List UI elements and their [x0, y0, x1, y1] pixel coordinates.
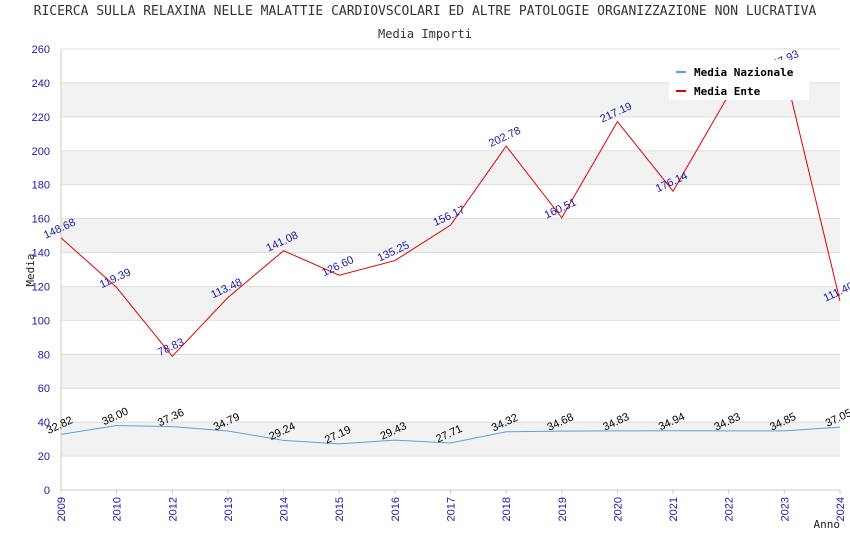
plot-background-bands	[61, 82, 840, 457]
y-axis-label: Media	[24, 253, 37, 286]
x-tick-label: 2020	[612, 497, 624, 521]
legend-label: Media Ente	[694, 85, 761, 98]
background-band	[61, 218, 840, 253]
x-tick-labels: 2009 2010 2012 2013 2014 2015 2016 2017 2018 2019…	[56, 497, 847, 521]
y-tick-label: 120	[32, 281, 50, 293]
y-tick-label: 220	[32, 112, 50, 124]
x-tick-label: 2013	[223, 497, 235, 521]
x-tick-label: 2022	[724, 497, 736, 521]
data-label: 202.78	[487, 125, 523, 150]
x-tick-label: 2021	[668, 497, 680, 521]
x-tick-label: 2014	[279, 497, 291, 521]
x-tick-label: 2023	[779, 497, 791, 521]
y-tick-label: 240	[32, 78, 50, 90]
y-tick-label: 140	[32, 248, 50, 260]
y-tick-labels: 0 20 40 60 80 100 120 140 160 180 200 220 240 260	[32, 44, 50, 497]
background-band	[61, 150, 840, 185]
axes	[60, 49, 841, 494]
legend-label: Media Nazionale	[694, 66, 794, 79]
y-tick-label: 80	[38, 349, 50, 361]
chart-title: RICERCA SULLA RELAXINA NELLE MALATTIE CA…	[33, 4, 817, 19]
series-lines	[60, 68, 841, 445]
y-tick-label: 180	[32, 180, 50, 192]
x-tick-label: 2024	[835, 497, 847, 521]
y-tick-label: 200	[32, 146, 50, 158]
background-band	[61, 286, 840, 321]
x-tick-label: 2016	[390, 497, 402, 521]
data-label: 126.60	[320, 254, 356, 279]
y-tick-label: 0	[44, 485, 50, 497]
y-tick-label: 40	[38, 417, 50, 429]
legend-box	[669, 60, 809, 100]
x-tick-label: 2009	[56, 497, 68, 521]
y-tick-label: 60	[38, 383, 50, 395]
x-tick-label: 2017	[446, 497, 458, 521]
x-tick-label: 2012	[167, 497, 179, 521]
x-tick-label: 2010	[112, 497, 124, 521]
series-line	[60, 68, 841, 358]
x-axis-label: Anno	[814, 518, 841, 531]
y-tick-label: 20	[38, 451, 50, 463]
legend: Media Nazionale Media Ente	[669, 60, 809, 100]
x-tick-label: 2015	[334, 497, 346, 521]
y-tick-label: 260	[32, 44, 50, 56]
chart-subtitle: Media Importi	[378, 27, 472, 41]
y-tick-label: 100	[32, 315, 50, 327]
x-tick-label: 2018	[501, 497, 513, 521]
background-band	[61, 354, 840, 389]
y-tick-label: 160	[32, 214, 50, 226]
series-line	[60, 425, 841, 445]
x-tick-label: 2019	[557, 497, 569, 521]
